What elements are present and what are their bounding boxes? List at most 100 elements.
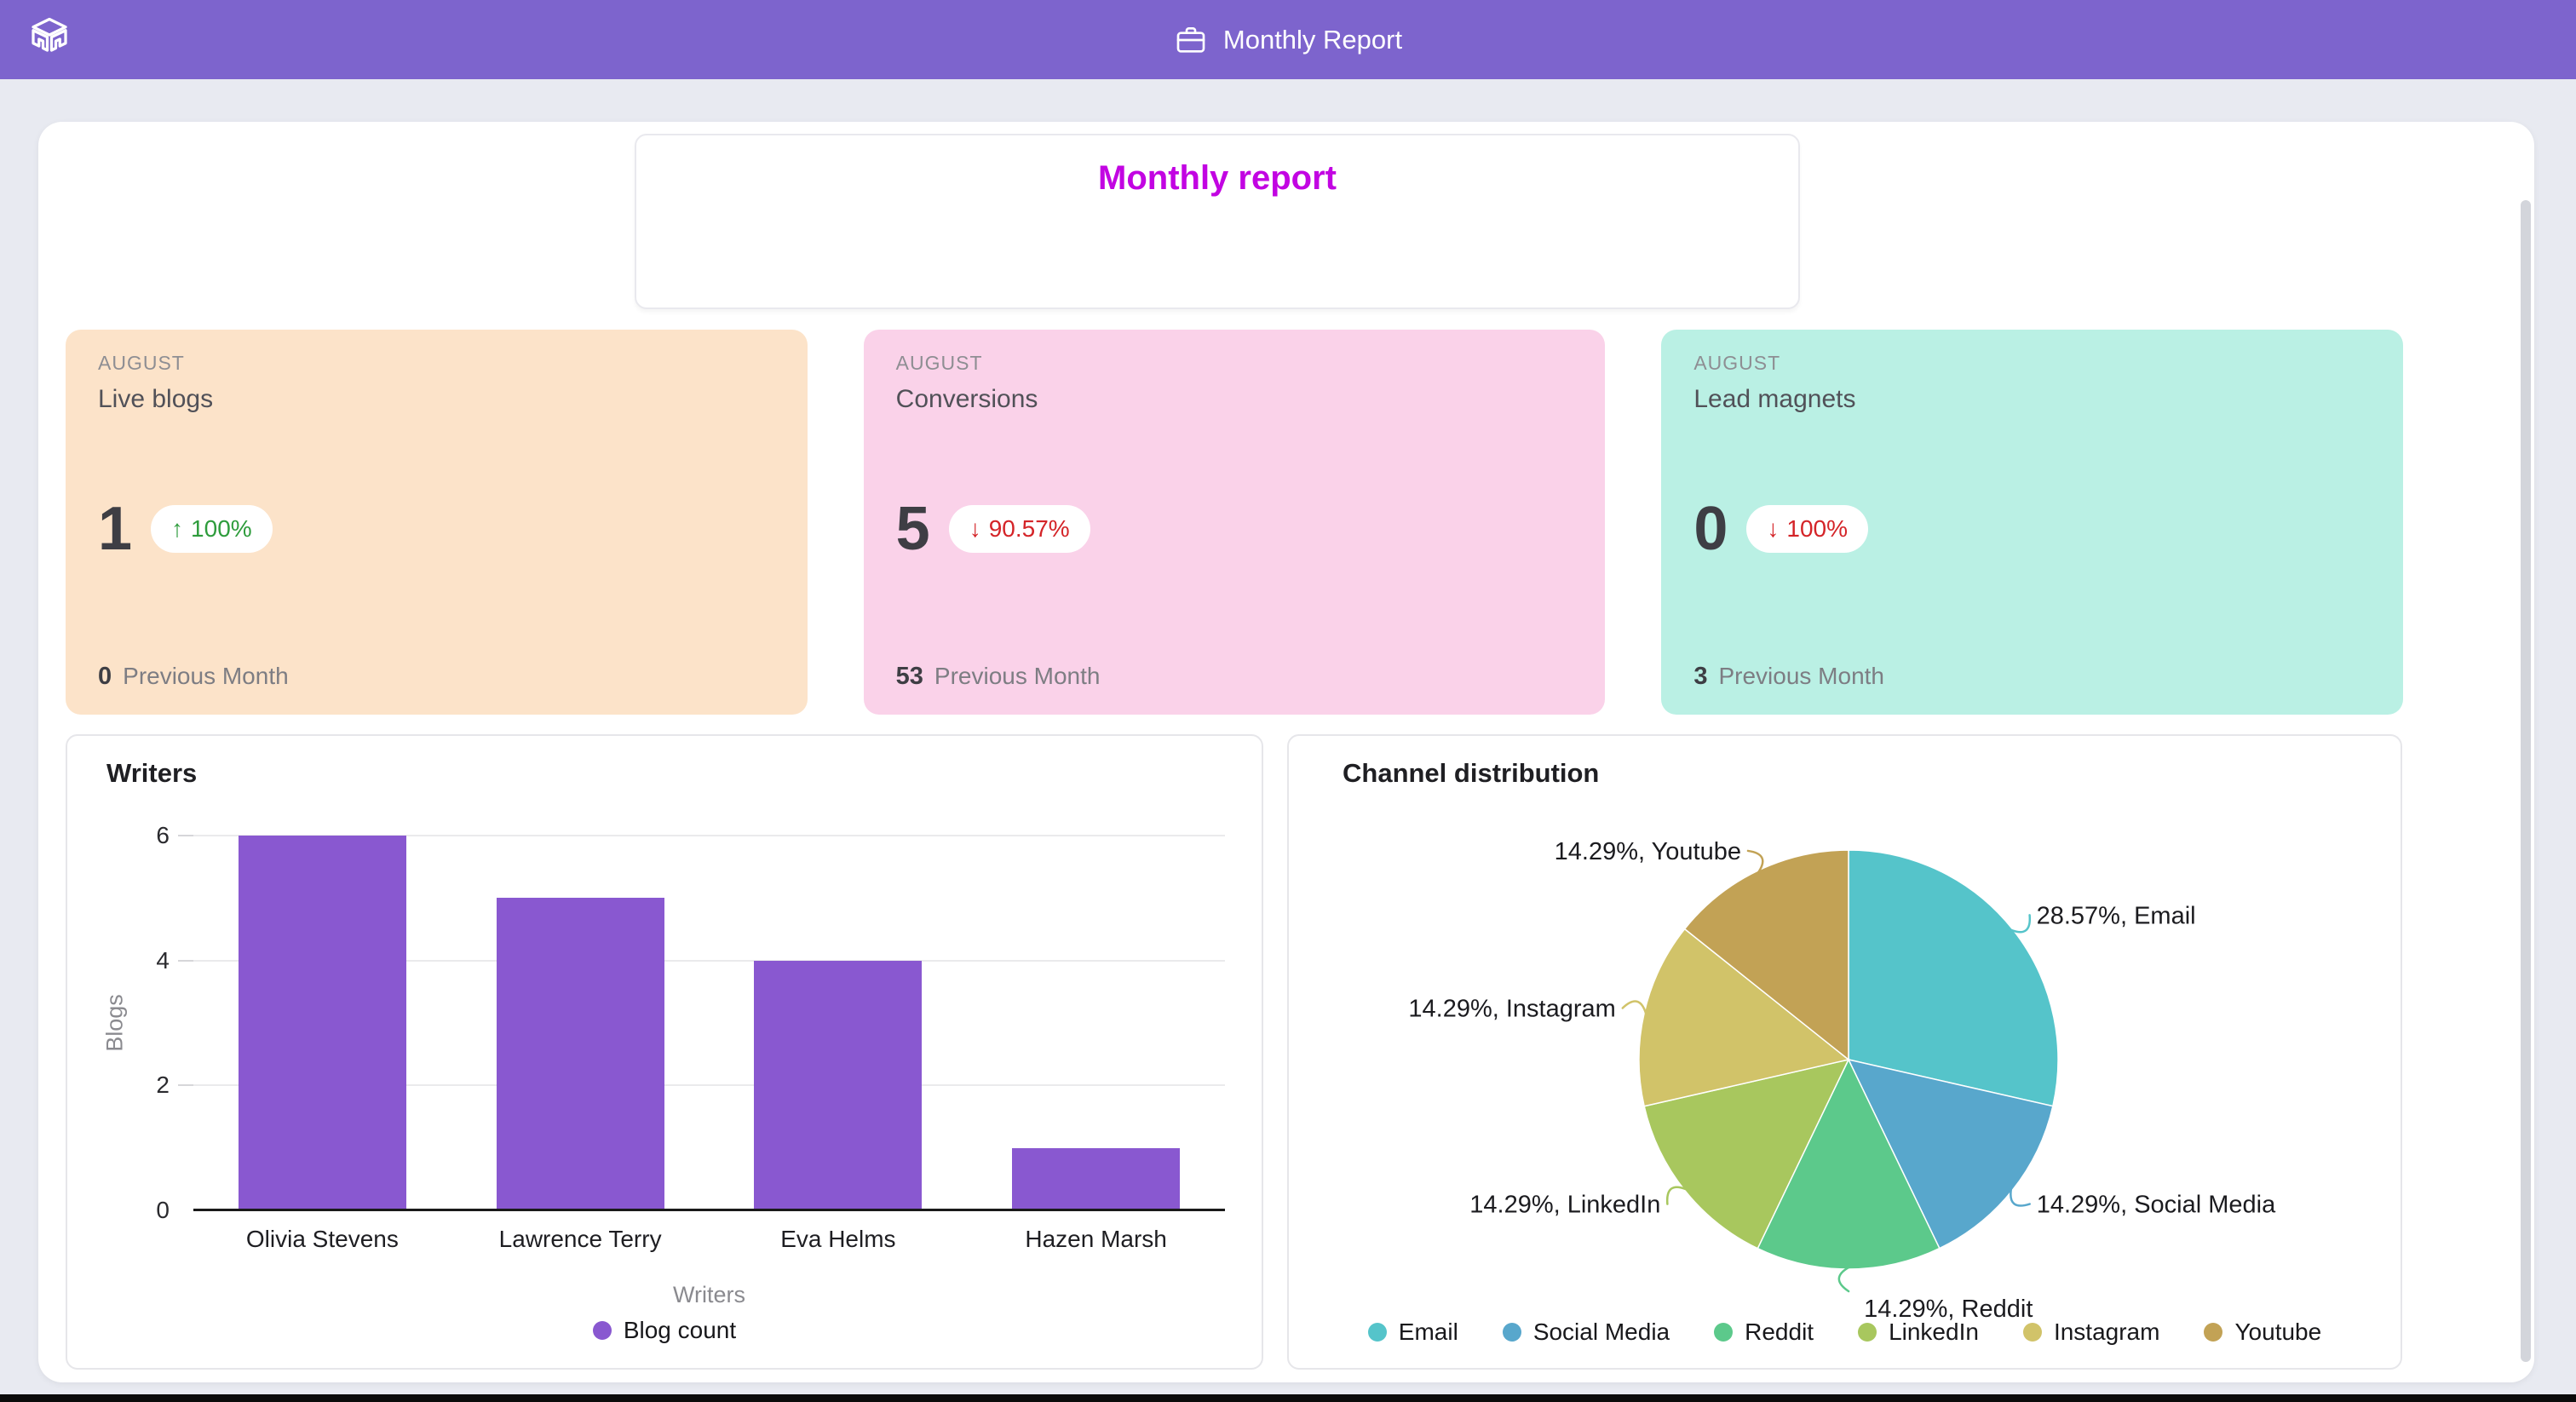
delta-value: 100% (1786, 515, 1848, 542)
pie-legend-item-linkedin[interactable]: LinkedIn (1858, 1319, 1979, 1346)
pie-callout-label: 28.57%, Email (2037, 902, 2196, 929)
stat-cards-row: AUGUST Live blogs 1 ↑ 100% 0 Previous Mon… (66, 330, 2403, 715)
pie-slice-linkedin[interactable] (1643, 1058, 1850, 1250)
pie-legend-item-email[interactable]: Email (1367, 1319, 1458, 1346)
previous-value: 3 (1693, 663, 1708, 690)
y-tick-label: 4 (156, 946, 170, 974)
pie-callout-label: 14.29%, Instagram (1408, 996, 1615, 1023)
previous-label: Previous Month (123, 663, 289, 689)
pie-label-line (1746, 849, 1764, 874)
pie-slice-youtube[interactable] (1683, 849, 1849, 1061)
legend-label: Social Media (1532, 1319, 1670, 1345)
pie-slice-reddit[interactable] (1757, 1058, 1941, 1270)
legend-dot (1502, 1323, 1521, 1342)
gridline (193, 959, 1225, 962)
legend-label: Youtube (2234, 1319, 2322, 1345)
stat-card-lead-magnets: AUGUST Lead magnets 0 ↓ 100% 3 Previous M… (1661, 330, 2403, 715)
stat-period: AUGUST (98, 352, 185, 374)
y-axis-title: Blogs (101, 994, 128, 1052)
app-header: Monthly Report (0, 0, 2576, 79)
report-container: Monthly report AUGUST Live blogs 1 ↑ 100%… (38, 122, 2534, 1382)
app-title: Monthly Report (1222, 24, 1403, 55)
pie-chart-legend: Email Social Media Reddit LinkedIn Instagram… (1289, 1319, 2401, 1346)
stat-period: AUGUST (895, 352, 983, 374)
pie-label-line (1621, 1000, 1647, 1014)
legend-dot (1714, 1323, 1734, 1342)
chart-writers: Writers Blogs 0 2 4 6 Olivia Stevens Lawrenc… (66, 734, 1263, 1370)
stat-value: 5 (895, 495, 930, 563)
y-tick-mark (178, 835, 193, 836)
trend-arrow-icon: ↑ (171, 515, 184, 542)
x-axis-labels: Olivia Stevens Lawrence Terry Eva Helms Haz… (193, 1226, 1225, 1260)
pie-label-line (2010, 1187, 2031, 1207)
stat-value: 0 (1693, 495, 1728, 563)
pie-callout-label: 14.29%, LinkedIn (1469, 1192, 1660, 1219)
previous-value: 53 (895, 663, 923, 690)
stat-card-live-blogs: AUGUST Live blogs 1 ↑ 100% 0 Previous Mon… (66, 330, 808, 715)
delta-badge: ↓ 90.57% (948, 505, 1090, 553)
previous-value: 0 (98, 663, 112, 690)
legend-dot (2022, 1323, 2042, 1342)
pie-slice-email[interactable] (1848, 849, 2059, 1107)
previous-label: Previous Month (1718, 663, 1885, 689)
x-category-label: Eva Helms (780, 1226, 896, 1252)
header-title: Monthly Report (1174, 23, 1402, 57)
chart-channel-distribution: Channel distribution 28.57%, Email 14.29%… (1287, 734, 2402, 1370)
pie-legend-item-social-media[interactable]: Social Media (1502, 1319, 1670, 1346)
x-axis-line (193, 1209, 1225, 1211)
screen-bottom-edge (0, 1394, 2576, 1402)
trend-arrow-icon: ↓ (969, 515, 981, 542)
delta-value: 100% (191, 515, 252, 542)
delta-value: 90.57% (988, 515, 1070, 542)
legend-label: Email (1398, 1319, 1458, 1345)
pie-legend-item-reddit[interactable]: Reddit (1714, 1319, 1814, 1346)
trend-arrow-icon: ↓ (1767, 515, 1780, 542)
stat-label: Conversions (895, 385, 1038, 413)
bar-chart-legend[interactable]: Blog count (67, 1317, 1262, 1344)
pie-callout-label: 14.29%, Social Media (2037, 1192, 2276, 1219)
bar-hazen-marsh[interactable] (1012, 1147, 1180, 1209)
bar-lawrence-terry[interactable] (496, 898, 664, 1209)
x-axis-title: Writers (673, 1282, 745, 1307)
stat-label: Live blogs (98, 385, 214, 413)
box-logo-icon (24, 14, 75, 65)
y-tick-label: 6 (156, 822, 170, 848)
x-category-label: Lawrence Terry (498, 1226, 662, 1252)
report-heading-card: Monthly report (635, 134, 1800, 309)
legend-dot (1858, 1323, 1877, 1342)
x-category-label: Olivia Stevens (245, 1226, 399, 1252)
stat-period: AUGUST (1693, 352, 1781, 374)
legend-dot (1367, 1323, 1387, 1342)
pie-label-line (1665, 1186, 1688, 1205)
legend-label: LinkedIn (1889, 1319, 1979, 1345)
legend-label: Blog count (623, 1317, 737, 1343)
y-tick-label: 0 (156, 1197, 170, 1223)
stat-value: 1 (98, 495, 133, 563)
charts-row: Writers Blogs 0 2 4 6 Olivia Stevens Lawrenc… (66, 734, 2402, 1370)
pie-slice-social-media[interactable] (1847, 1058, 2054, 1250)
legend-dot (2204, 1323, 2223, 1342)
delta-badge: ↓ 100% (1746, 505, 1868, 553)
legend-label: Instagram (2053, 1319, 2160, 1345)
legend-label: Reddit (1745, 1319, 1814, 1345)
bar-olivia-stevens[interactable] (238, 836, 406, 1209)
previous-label: Previous Month (934, 663, 1101, 689)
x-category-label: Hazen Marsh (1025, 1226, 1167, 1252)
legend-dot (592, 1321, 612, 1340)
bar-plot-area: 0 2 4 6 (156, 822, 1225, 1223)
y-tick-mark (178, 959, 193, 962)
y-tick-label: 2 (156, 1072, 170, 1099)
pie-slice-instagram[interactable] (1638, 928, 1850, 1107)
pie-legend-item-youtube[interactable]: Youtube (2204, 1319, 2321, 1346)
pie-chart-title: Channel distribution (1343, 758, 1600, 788)
stat-card-conversions: AUGUST Conversions 5 ↓ 90.57% 53 Previous… (863, 330, 1606, 715)
briefcase-icon (1176, 26, 1205, 53)
y-tick-mark (178, 1084, 193, 1087)
scrollbar-thumb[interactable] (2521, 200, 2531, 1362)
delta-badge: ↑ 100% (151, 505, 273, 553)
gridline (193, 835, 1225, 836)
pie-chart: 28.57%, Email 14.29%, Social Media 14.29%,… (1408, 838, 2276, 1323)
pie-label-line (2010, 914, 2032, 934)
pie-legend-item-instagram[interactable]: Instagram (2022, 1319, 2160, 1346)
bar-eva-helms[interactable] (754, 960, 923, 1209)
